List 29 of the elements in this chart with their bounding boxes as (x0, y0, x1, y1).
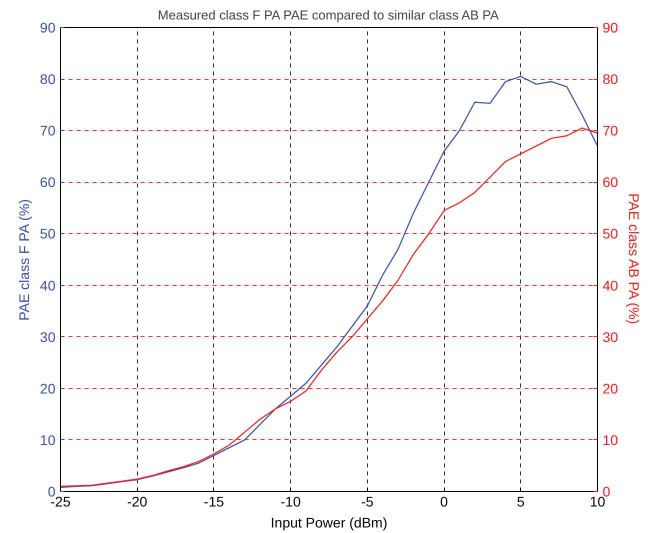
x-tick-label: -10 (280, 494, 301, 510)
y-tick-label: 10 (40, 432, 56, 448)
y2-tick-label: 10 (602, 432, 618, 448)
y2-tick-label: 80 (602, 71, 618, 88)
y-tick-label: 80 (40, 71, 56, 88)
y2-tick-label: 30 (602, 328, 618, 345)
y2-tick-label: 40 (602, 277, 618, 294)
y-tick-label: 60 (40, 174, 56, 190)
y2-tick-label: 20 (602, 380, 618, 396)
x-axis-title: Input Power (dBm) (270, 514, 388, 530)
y2-tick-label: 90 (602, 20, 618, 36)
y-tick-label: 40 (40, 277, 56, 294)
y-axis-title: PAE class F PA (%) (16, 199, 32, 321)
y2-tick-label: 70 (602, 122, 618, 139)
x-tick-label: 0 (440, 494, 448, 510)
x-tick-label: 5 (516, 494, 525, 510)
y-tick-label: 50 (40, 226, 56, 242)
x-tick-label: -5 (361, 494, 374, 510)
x-tick-label: -20 (127, 494, 148, 510)
chart-title: Measured class F PA PAE compared to similar class AB PA (158, 8, 500, 22)
y-tick-label: 30 (40, 328, 56, 345)
y-tick-label: 20 (40, 380, 56, 396)
x-tick-label: -15 (204, 494, 224, 510)
y-tick-label: 0 (48, 484, 56, 500)
y2-axis-title: PAE class AB PA (%) (626, 193, 642, 324)
y2-tick-label: 50 (602, 226, 618, 242)
y-tick-label: 90 (40, 20, 56, 36)
y2-tick-label: 60 (602, 174, 618, 190)
y-tick-label: 70 (40, 122, 56, 139)
